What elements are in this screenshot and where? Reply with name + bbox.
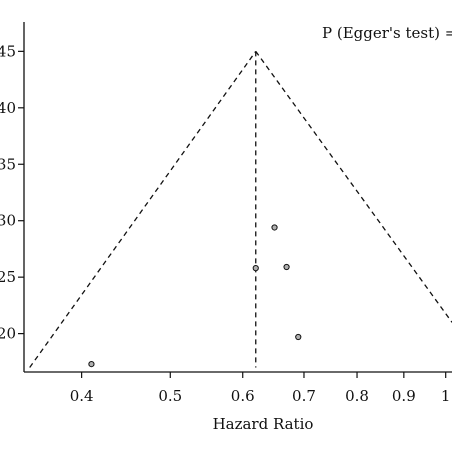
y-tick-label: 45	[0, 42, 16, 60]
y-tick-label: 20	[0, 325, 16, 343]
data-point	[271, 224, 278, 231]
axes: 20 25 30 35 40 45 0.4 0.5 0.6 0.7 0.8 0.9 1	[0, 22, 452, 405]
y-tick-label: 30	[0, 212, 16, 230]
funnel-right-line	[255, 50, 452, 323]
x-tick-label: 0.4	[70, 387, 94, 405]
funnel-left-line	[29, 50, 257, 368]
x-tick-label: 0.7	[292, 387, 316, 405]
funnel-lines	[29, 50, 452, 368]
x-axis-label: Hazard Ratio	[213, 415, 314, 433]
y-tick-label: 40	[0, 99, 16, 117]
data-point	[252, 265, 259, 272]
x-tick-label: 0.6	[231, 387, 255, 405]
y-tick-label: 35	[0, 155, 16, 173]
x-tick-label: 0.9	[392, 387, 416, 405]
x-tick-label: 0.8	[345, 387, 369, 405]
data-point	[295, 333, 302, 341]
data-points	[88, 224, 302, 368]
data-point	[88, 360, 95, 368]
egger-annotation: P (Egger's test) =	[322, 24, 452, 42]
x-tick-label: 0.5	[158, 387, 182, 405]
y-tick-label: 25	[0, 268, 16, 286]
x-tick-label: 1	[441, 387, 451, 405]
data-point	[283, 263, 290, 271]
